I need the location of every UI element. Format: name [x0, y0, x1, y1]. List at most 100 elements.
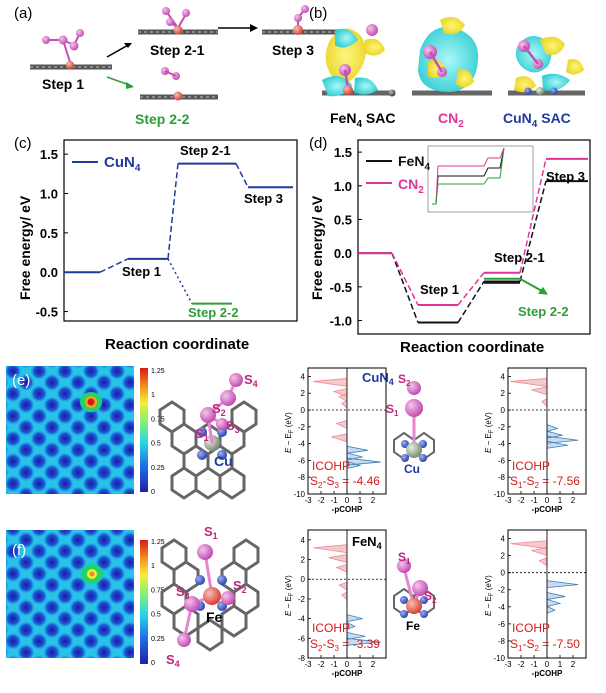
cohp-e1-xtick-label-0: -3: [304, 496, 312, 505]
cohp-f2-ytick-label-0: 4: [501, 535, 506, 544]
cohp-e1-ytick-label-0: 4: [301, 372, 306, 381]
svg-text:Cu: Cu: [404, 462, 420, 476]
e-metal-label: Cu: [214, 453, 233, 469]
cohp-e2-xtick-label-3: 0: [545, 496, 550, 505]
cohp-e2-antibonding: [510, 368, 548, 408]
cohp-e2-ytick-label-0: 4: [501, 372, 506, 381]
panel-c-label: (c): [14, 135, 32, 152]
cohp-e1-ytick-label-6: -8: [298, 473, 306, 482]
cohp-e2-icohp-title: ICOHP: [512, 459, 550, 473]
cohp-e2-ytick-label-7: -10: [493, 490, 505, 499]
cn2-name-sub: 2: [458, 119, 464, 130]
chart-d-ytick-label-2: 0.5: [334, 212, 352, 227]
cohp-f2-ylabel: E − EF (eV): [484, 575, 495, 616]
cohp-e1-icohp-value: S2-S3 = -4.46: [310, 474, 380, 490]
chart-d-s1-connector-2: [457, 272, 485, 306]
e-cbar-ticks-label-1: 1: [151, 392, 155, 399]
e-cbar-ticks-label-2: 0.75: [151, 416, 165, 423]
f-elf-hotspot-core: [89, 571, 95, 577]
chart-d-step2-1: Step 2-1: [494, 250, 545, 265]
cohp-f1-xtick-label-0: -3: [304, 660, 312, 669]
f-colorbar-ticks: 1.25 1 0.75 0.5 0.25 0: [151, 539, 165, 667]
f-elf-map: [6, 530, 134, 658]
cohp-e2-ytick-label-2: 0: [501, 406, 506, 415]
svg-text:S4: S4: [244, 372, 258, 389]
cun4-name-sub: 4: [532, 119, 538, 130]
cohp-f2-xlabel: -pCOHP: [532, 669, 563, 678]
cohp-e1-ytick-label-1: 2: [301, 389, 306, 398]
chart-d-ytick-label-1: 1.0: [334, 179, 352, 194]
cun4-name-suffix: SAC: [541, 110, 571, 126]
cohp-e1-xtick-label-4: 1: [358, 496, 363, 505]
f-cbar-ticks-label-2: 0.75: [151, 587, 165, 594]
e-cbar-ticks-label-5: 0: [151, 489, 155, 496]
cohp-e2-xtick-label-5: 2: [571, 496, 576, 505]
f-fe-atom: [203, 587, 221, 605]
cohp-e1-xtick-label-3: 0: [345, 496, 350, 505]
cohp-f2-icohp-value: S1-S2 = -7.50: [510, 637, 580, 653]
cohp-f1-ytick-label-5: -6: [298, 634, 306, 643]
cohp-e1-ylabel: E − EF (eV): [284, 412, 295, 453]
step1-structure: [30, 29, 112, 70]
cohp-f1-icohp-value: S2-S3 = -3.39: [310, 637, 380, 653]
cohp-f1-xtick-label-3: 0: [345, 660, 350, 669]
chart-c-legend: CuN4: [104, 154, 141, 174]
cohp-e2-ylabel: E − EF (eV): [484, 412, 495, 453]
f-cbar-ticks-label-1: 1: [151, 563, 155, 570]
cohp-e2-xtick-label-2: -1: [530, 496, 538, 505]
chart-c-yticks: 1.5 1.0 0.5 0.0 -0.5: [36, 147, 68, 320]
chart-d-frame: [357, 139, 591, 335]
cohp-f1-xtick-label-4: 1: [358, 660, 363, 669]
cohp-f1-antibonding: [313, 530, 348, 601]
chart-c-ytick-label-4: -0.5: [36, 305, 58, 320]
cohp-f1-compound: FeN4: [352, 534, 382, 551]
cohp-e1-ytick-label-3: -2: [298, 423, 306, 432]
chart-d-s0-connector-2: [457, 281, 485, 323]
e-elf-map: [6, 366, 134, 494]
cohp-e1-icohp-title: ICOHP: [312, 459, 350, 473]
svg-text:S1: S1: [195, 426, 209, 443]
svg-text:Fe: Fe: [406, 619, 420, 633]
chart-c-xlabel: Reaction coordinate: [105, 336, 249, 353]
chart-d-branch-arrowhead: [538, 286, 548, 295]
cohp-e1-compound: CuN4: [362, 370, 394, 387]
e-cu-molecule: S2 S1 Cu: [386, 372, 435, 476]
cohp-e1-ytick-label-2: 0: [301, 406, 306, 415]
cun4-name-main: CuN: [503, 110, 532, 126]
cohp-f2-xtick-label-0: -3: [504, 660, 512, 669]
cohp-e2-xlabel: -pCOHP: [532, 505, 563, 514]
cohp-e2-ytick-label-5: -6: [498, 456, 506, 465]
chart-c-ytick-label-2: 0.5: [40, 226, 58, 241]
cohp-f1-ytick-label-6: -8: [298, 654, 306, 663]
cohp-f1-xtick-label-2: -1: [330, 660, 338, 669]
panel-e-label: (e): [12, 372, 30, 389]
chart-d-s1-connector-1: [391, 252, 419, 306]
step3-label: Step 3: [272, 42, 314, 58]
cohp-f1-xtick-label-1: -2: [317, 660, 325, 669]
cohp-e2-ytick-label-3: -2: [498, 423, 506, 432]
svg-text:S3: S3: [226, 418, 240, 435]
cohp-e1-xlabel: -pCOHP: [332, 505, 363, 514]
chart-d-lines: [358, 157, 588, 324]
cohp-e1-ytick-label-7: -10: [293, 490, 305, 499]
chart-d-step2-2: Step 2-2: [518, 304, 569, 319]
cohp-f2-antibonding: [510, 530, 548, 567]
panel-f-label: (f): [12, 542, 26, 559]
cohp-f1-icohp-title: ICOHP: [312, 621, 350, 635]
chart-d-step1: Step 1: [420, 282, 459, 297]
chart-d-inset: [427, 145, 534, 213]
cohp-f2-ytick-label-3: -2: [498, 586, 506, 595]
step2-1-structure: [138, 7, 218, 35]
chart-c-connector-3: [235, 163, 249, 188]
panel-c: (c) Free energy/ eV Reaction coordinate …: [14, 135, 298, 353]
chart-c-connector-2: [167, 163, 179, 259]
chart-c-step1: Step 1: [122, 264, 161, 279]
e-colorbar: [140, 368, 148, 492]
panel-e: (e) 1.25 1 0.75 0.5 0.25 0 S2 S1 S3 S4 Cu 4 2 0…: [6, 366, 587, 514]
cohp-f2-xtick-label-5: 2: [571, 660, 576, 669]
step2-2-structure: [140, 67, 218, 101]
